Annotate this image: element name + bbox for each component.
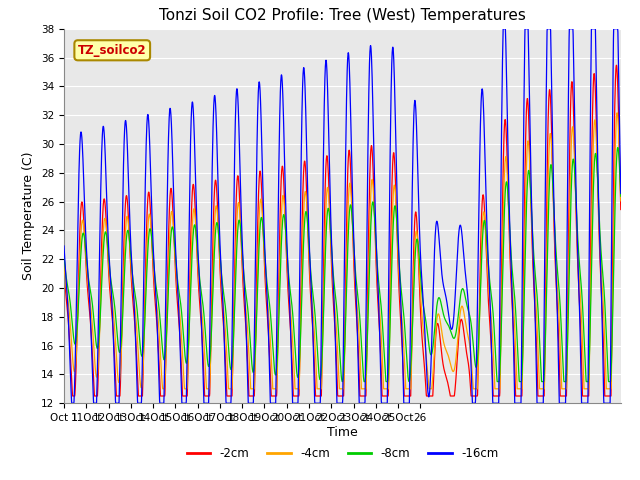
Y-axis label: Soil Temperature (C): Soil Temperature (C) <box>22 152 35 280</box>
X-axis label: Time: Time <box>327 426 358 439</box>
Legend: -2cm, -4cm, -8cm, -16cm: -2cm, -4cm, -8cm, -16cm <box>182 442 503 465</box>
Title: Tonzi Soil CO2 Profile: Tree (West) Temperatures: Tonzi Soil CO2 Profile: Tree (West) Temp… <box>159 9 526 24</box>
Text: TZ_soilco2: TZ_soilco2 <box>78 44 147 57</box>
